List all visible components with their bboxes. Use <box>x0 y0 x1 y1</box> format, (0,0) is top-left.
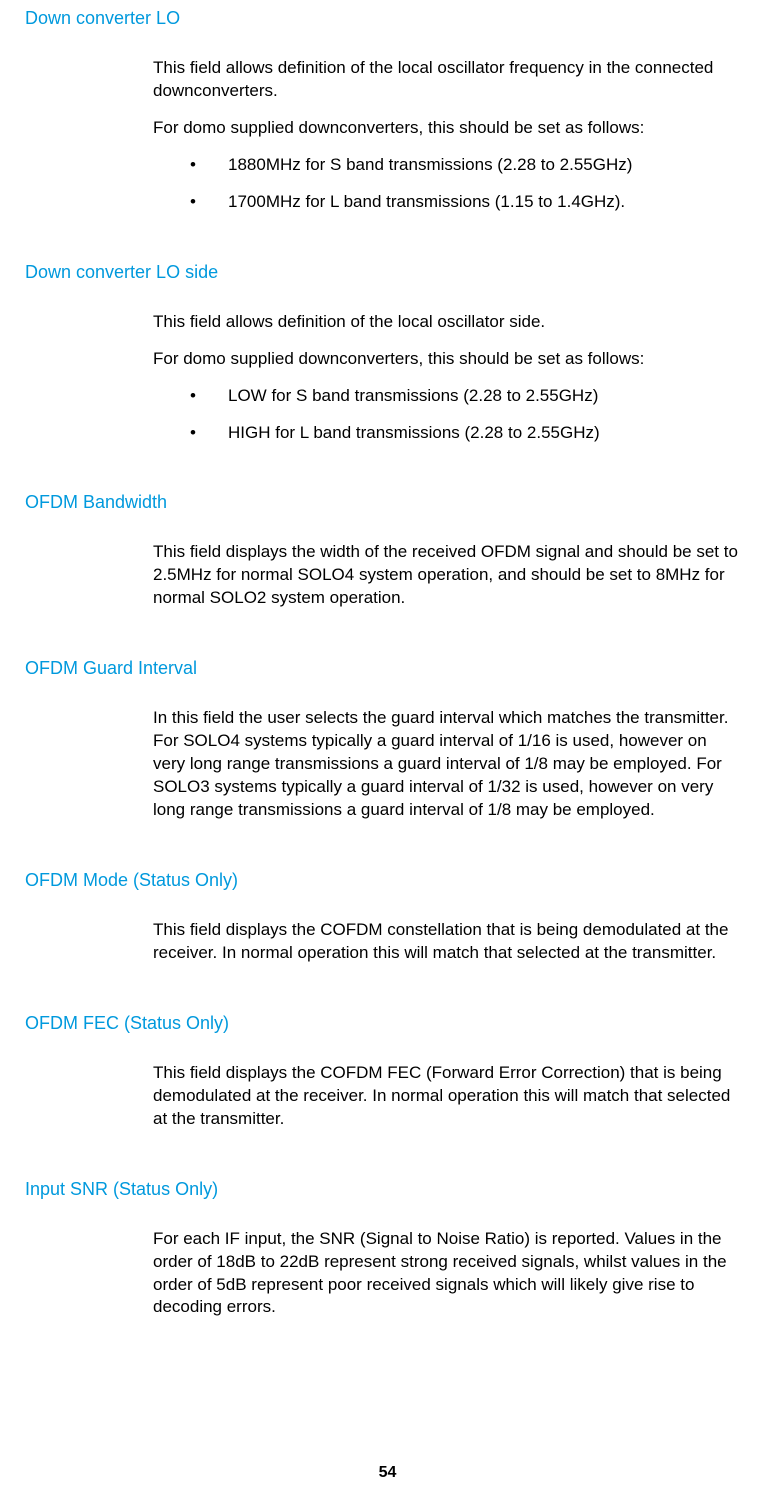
heading-input-snr: Input SNR (Status Only) <box>25 1179 750 1200</box>
list-item: HIGH for L band transmissions (2.28 to 2… <box>190 422 740 445</box>
paragraph: For domo supplied downconverters, this s… <box>153 117 740 140</box>
paragraph: This field displays the COFDM FEC (Forwa… <box>153 1062 740 1131</box>
paragraph: This field allows definition of the loca… <box>153 311 740 334</box>
paragraph: This field displays the width of the rec… <box>153 541 740 610</box>
bullet-list: LOW for S band transmissions (2.28 to 2.… <box>190 385 740 445</box>
paragraph: This field displays the COFDM constellat… <box>153 919 740 965</box>
heading-ofdm-guard-interval: OFDM Guard Interval <box>25 658 750 679</box>
list-item: 1880MHz for S band transmissions (2.28 t… <box>190 154 740 177</box>
paragraph: For domo supplied downconverters, this s… <box>153 348 740 371</box>
list-item: LOW for S band transmissions (2.28 to 2.… <box>190 385 740 408</box>
page-container: Down converter LO This field allows defi… <box>0 8 775 1319</box>
page-number: 54 <box>0 1464 775 1482</box>
paragraph: For each IF input, the SNR (Signal to No… <box>153 1228 740 1320</box>
heading-ofdm-fec: OFDM FEC (Status Only) <box>25 1013 750 1034</box>
heading-ofdm-mode: OFDM Mode (Status Only) <box>25 870 750 891</box>
heading-ofdm-bandwidth: OFDM Bandwidth <box>25 492 750 513</box>
heading-down-converter-lo: Down converter LO <box>25 8 750 29</box>
bullet-list: 1880MHz for S band transmissions (2.28 t… <box>190 154 740 214</box>
paragraph: This field allows definition of the loca… <box>153 57 740 103</box>
paragraph: In this field the user selects the guard… <box>153 707 740 822</box>
list-item: 1700MHz for L band transmissions (1.15 t… <box>190 191 740 214</box>
heading-down-converter-lo-side: Down converter LO side <box>25 262 750 283</box>
